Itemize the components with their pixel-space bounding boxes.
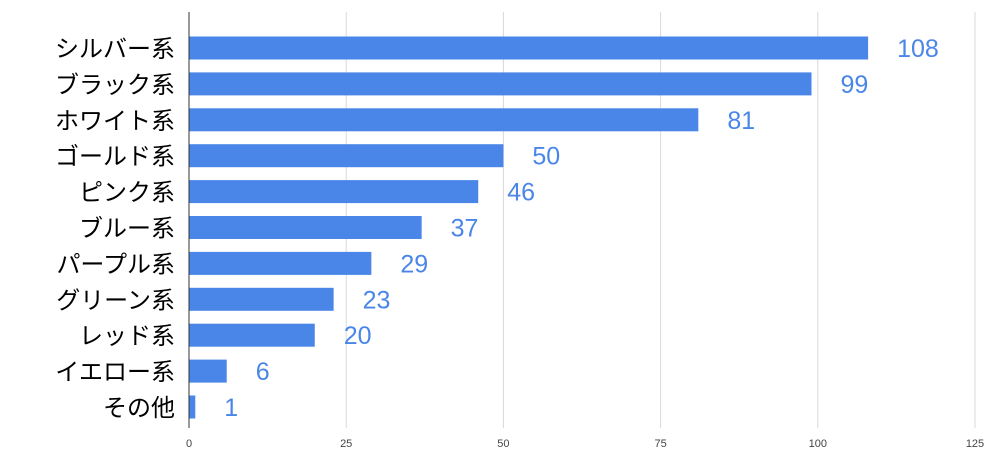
bar	[189, 216, 422, 239]
value-label: 99	[841, 71, 869, 99]
bar	[189, 180, 479, 204]
category-label: ホワイト系	[55, 107, 175, 135]
category-label: その他	[103, 394, 175, 422]
x-tick-label: 50	[497, 438, 509, 450]
bar	[189, 36, 869, 60]
category-label: イエロー系	[55, 358, 175, 386]
value-label: 6	[256, 358, 270, 386]
bar	[189, 72, 812, 96]
x-tick-label: 0	[186, 438, 192, 450]
value-label: 81	[727, 107, 755, 135]
category-label: ゴールド系	[55, 143, 175, 171]
x-tick-label: 125	[966, 438, 984, 450]
value-label: 29	[400, 250, 428, 278]
value-label: 20	[344, 322, 372, 350]
category-label: ピンク系	[79, 179, 175, 207]
category-label: パープル系	[56, 250, 175, 278]
category-label: レッド系	[79, 322, 175, 350]
category-label: ブラック系	[55, 71, 175, 99]
value-label: 108	[897, 35, 939, 63]
category-label: シルバー系	[55, 35, 175, 63]
value-labels: 108 99 81 50 46 37 29 23 20 61	[224, 35, 939, 422]
bar	[189, 287, 334, 311]
x-tick-label: 25	[340, 438, 352, 450]
category-labels: シルバー系ブラック系ホワイト系ゴールド系ピンク系ブルー系パープル系グリーン系レッ…	[55, 35, 175, 422]
bar	[189, 108, 699, 132]
bar	[189, 323, 315, 347]
x-tick-label: 75	[654, 438, 666, 450]
bar	[189, 251, 372, 275]
bars	[189, 36, 869, 419]
bar	[189, 395, 196, 419]
value-label: 1	[224, 394, 238, 422]
value-label: 23	[363, 286, 391, 314]
x-axis-tick-labels: 0 25 50 75 100 125	[186, 438, 984, 450]
category-label: ブルー系	[79, 215, 175, 243]
value-label: 37	[451, 215, 479, 243]
value-label: 50	[532, 143, 560, 171]
value-label: 46	[507, 179, 535, 207]
category-label: グリーン系	[56, 286, 175, 314]
x-tick-label: 100	[809, 438, 827, 450]
bar	[189, 144, 504, 168]
bar	[189, 359, 227, 383]
